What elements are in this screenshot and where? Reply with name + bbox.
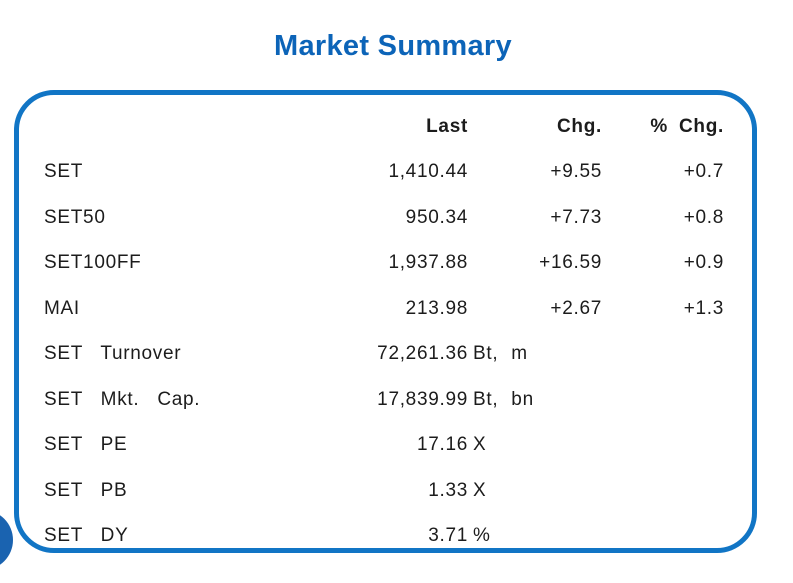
- table-row: SET PE 17.16 X: [19, 434, 752, 456]
- summary-card: Last Chg. % Chg. SET 1,410.44 +9.55 +0.7…: [14, 90, 757, 553]
- row-pct-chg-value: +0.9: [683, 252, 724, 273]
- row-unit: X: [473, 434, 487, 455]
- nav-circle-button[interactable]: [0, 510, 13, 570]
- row-last-value: 72,261.36: [377, 343, 468, 364]
- column-header-pct-chg: % Chg.: [650, 116, 724, 137]
- row-chg-value: +2.67: [550, 297, 602, 319]
- row-label: SET PB: [44, 479, 128, 501]
- row-last-value: 1,410.44: [388, 161, 468, 182]
- page-title: Market Summary: [274, 30, 512, 62]
- table-row: SET PB 1.33 X: [19, 480, 752, 502]
- row-label: SET: [44, 161, 84, 182]
- row-unit: Bt, bn: [473, 388, 534, 410]
- row-label: SET Mkt. Cap.: [44, 388, 201, 410]
- table-row: SET 1,410.44 +9.55 +0.7: [19, 161, 752, 183]
- table-row: SET Turnover 72,261.36 Bt, m: [19, 343, 752, 365]
- row-unit: %: [473, 525, 491, 546]
- market-summary-table: Last Chg. % Chg. SET 1,410.44 +9.55 +0.7…: [19, 95, 752, 548]
- table-row: SET Mkt. Cap. 17,839.99 Bt, bn: [19, 389, 752, 411]
- row-last-value: 950.34: [405, 206, 468, 228]
- table-row: SET100FF 1,937.88 +16.59 +0.9: [19, 252, 752, 274]
- table-row: SET50 950.34 +7.73 +0.8: [19, 207, 752, 229]
- row-label: SET Turnover: [44, 343, 182, 364]
- row-label: SET100FF: [44, 252, 142, 273]
- row-last-value: 17,839.99: [377, 388, 468, 410]
- row-pct-chg-value: +0.8: [683, 206, 724, 228]
- row-chg-value: +16.59: [539, 252, 602, 273]
- column-header-last: Last: [426, 116, 468, 137]
- row-pct-chg-value: +1.3: [683, 297, 724, 319]
- row-last-value: 1,937.88: [388, 252, 468, 273]
- row-label: SET PE: [44, 434, 128, 455]
- row-label: MAI: [44, 297, 80, 319]
- table-row: SET DY 3.71 %: [19, 525, 752, 547]
- row-last-value: 213.98: [405, 297, 468, 319]
- row-unit: X: [473, 479, 487, 501]
- table-row: MAI 213.98 +2.67 +1.3: [19, 298, 752, 320]
- row-unit: Bt, m: [473, 343, 528, 364]
- row-label: SET50: [44, 206, 106, 228]
- table-header-row: Last Chg. % Chg.: [19, 116, 752, 138]
- row-pct-chg-value: +0.7: [683, 161, 724, 182]
- row-last-value: 3.71: [428, 525, 468, 546]
- row-chg-value: +9.55: [550, 161, 602, 182]
- row-last-value: 1.33: [428, 479, 468, 501]
- row-last-value: 17.16: [416, 434, 468, 455]
- row-chg-value: +7.73: [550, 206, 602, 228]
- column-header-chg: Chg.: [556, 116, 602, 137]
- row-label: SET DY: [44, 525, 129, 546]
